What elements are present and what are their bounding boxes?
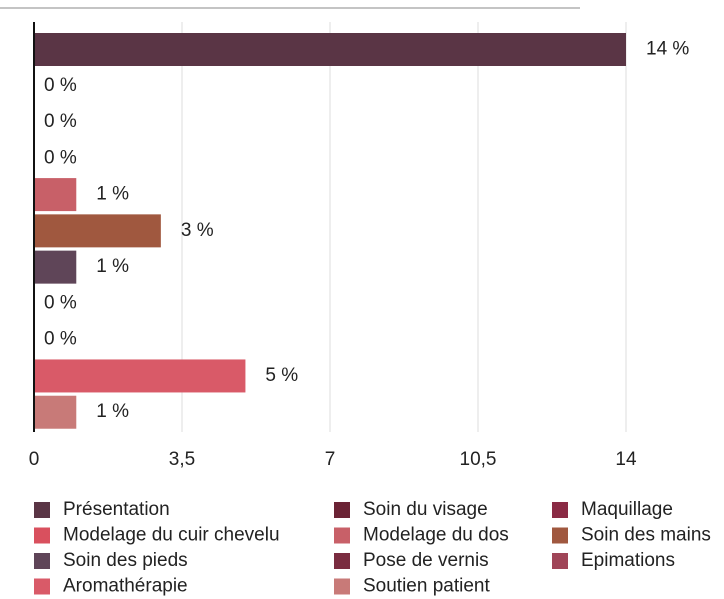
value-label: 14 % <box>646 39 689 60</box>
legend-swatch <box>34 527 50 544</box>
value-label: 3 % <box>181 220 214 241</box>
legend-label: Soin du visage <box>363 499 488 520</box>
legend-swatch <box>334 553 350 569</box>
legend-swatch <box>34 502 50 518</box>
value-label: 0 % <box>44 147 77 168</box>
bar <box>34 359 246 393</box>
value-label: 1 % <box>96 184 129 205</box>
value-label: 0 % <box>44 292 77 313</box>
legend-swatch <box>334 502 350 518</box>
bar <box>34 33 626 66</box>
value-label: 0 % <box>44 75 77 96</box>
bar <box>34 178 77 212</box>
bar <box>34 250 77 284</box>
legend-label: Pose de vernis <box>363 550 489 571</box>
value-label: 1 % <box>96 256 129 277</box>
legend-label: Aromathérapie <box>63 576 188 597</box>
legend-label: Présentation <box>63 499 170 520</box>
legend-label: Soin des mains <box>581 525 711 546</box>
legend-swatch <box>34 578 50 595</box>
x-tick-label: 14 <box>615 449 637 470</box>
legend-label: Soutien patient <box>363 576 490 597</box>
legend-swatch <box>34 553 50 569</box>
bar <box>34 395 77 429</box>
legend-swatch <box>552 502 568 518</box>
x-tick-label: 3,5 <box>169 449 195 470</box>
legend-label: Modelage du cuir chevelu <box>63 525 280 546</box>
value-label: 0 % <box>44 111 77 132</box>
legend-swatch <box>552 527 568 544</box>
bar <box>34 214 161 248</box>
x-tick-label: 10,5 <box>460 449 497 470</box>
legend-label: Modelage du dos <box>363 525 509 546</box>
value-label: 5 % <box>265 365 298 386</box>
legend-swatch <box>334 578 350 595</box>
legend-label: Maquillage <box>581 499 673 520</box>
legend-label: Epimations <box>581 550 675 571</box>
x-tick-label: 0 <box>29 449 40 470</box>
legend-swatch <box>334 527 350 544</box>
legend-swatch <box>552 553 568 569</box>
value-label: 1 % <box>96 401 129 422</box>
legend-label: Soin des pieds <box>63 550 188 571</box>
value-label: 0 % <box>44 329 77 350</box>
x-tick-label: 7 <box>325 449 336 470</box>
